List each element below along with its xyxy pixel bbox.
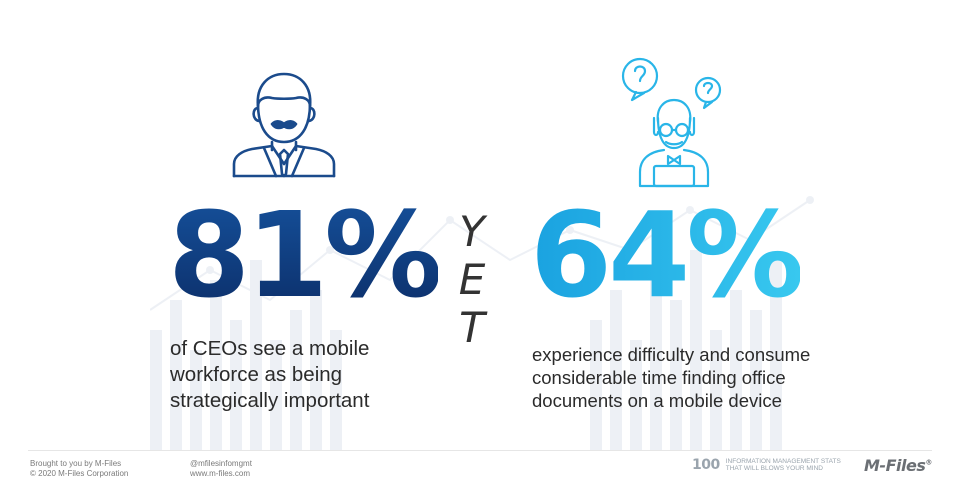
description-line: experience difficulty and consume [532, 344, 811, 365]
footer-divider [28, 450, 932, 451]
description-line: workforce as being [170, 363, 343, 386]
m-files-logo: M-Files® [864, 456, 932, 475]
tagline-line: THAT WILL BLOWS YOUR MIND [725, 465, 824, 472]
series-badge-number: 100 [692, 457, 720, 473]
description-line: of CEOs see a mobile [170, 337, 370, 360]
registered-mark: ® [925, 458, 932, 467]
website-link[interactable]: www.m-files.com [190, 469, 251, 478]
difficulty-stat-description: experience difficulty and consume consid… [532, 343, 852, 412]
confused-worker-icon [621, 57, 722, 188]
copyright-text: © 2020 M-Files Corporation [30, 469, 129, 478]
ceo-percentage-stat: 81% [168, 186, 442, 324]
ceo-stat-description: of CEOs see a mobile workforce as being … [170, 336, 430, 414]
yet-letter: T [459, 303, 485, 352]
yet-letter: Y [459, 207, 485, 256]
difficulty-percentage-stat: 64% [530, 186, 804, 324]
social-handle-link[interactable]: @mfilesinfomgmt [190, 459, 252, 468]
description-line: considerable time finding office [532, 367, 786, 388]
description-line: strategically important [170, 389, 370, 412]
description-line: documents on a mobile device [532, 390, 782, 411]
businessman-icon [232, 72, 336, 178]
logo-text: M-Files [864, 456, 926, 475]
series-badge: 100 INFORMATION MANAGEMENT STATS THAT WI… [692, 456, 841, 474]
yet-connector: Y E T [452, 208, 492, 352]
series-badge-tagline: INFORMATION MANAGEMENT STATS THAT WILL B… [726, 458, 841, 473]
background-chart-decoration [150, 196, 814, 450]
footer [0, 450, 960, 504]
yet-letter: E [458, 255, 486, 304]
brought-by-text: Brought to you by M-Files [30, 459, 122, 468]
tagline-line: INFORMATION MANAGEMENT STATS [725, 457, 841, 465]
